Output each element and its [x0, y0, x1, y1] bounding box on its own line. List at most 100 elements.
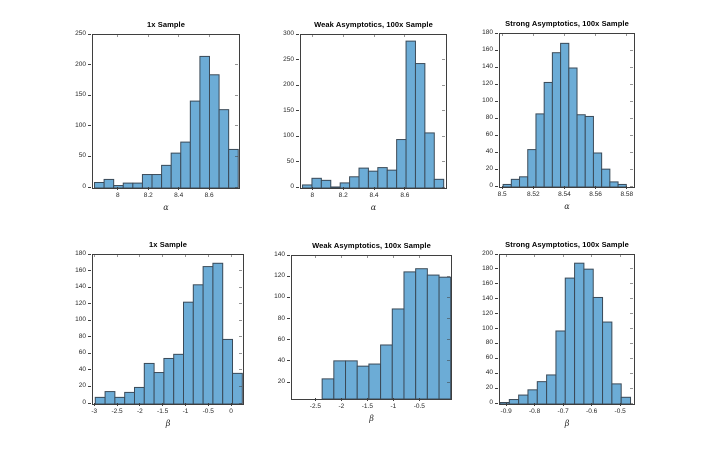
x-tick-mark	[116, 403, 118, 406]
x-tick-mark-top	[93, 254, 95, 257]
y-tick-label: 140	[482, 63, 493, 70]
histogram-bar	[405, 40, 416, 188]
y-tick-label: 100	[482, 324, 493, 332]
histogram-bar	[153, 372, 165, 404]
y-tick-mark-right	[630, 117, 633, 119]
histogram-bar	[519, 176, 529, 187]
x-tick-mark-top	[392, 255, 394, 258]
histogram-bar	[391, 308, 405, 399]
y-tick-label: 200	[75, 60, 86, 68]
histogram-bar	[592, 152, 603, 187]
x-tick-mark	[207, 403, 209, 406]
x-axis-label: β	[165, 419, 171, 428]
x-tick-mark-top	[501, 33, 503, 36]
histogram-bar	[617, 183, 627, 187]
y-tick-mark	[88, 253, 91, 255]
x-tick-mark-top	[626, 33, 628, 36]
x-tick-mark-top	[418, 255, 420, 258]
x-tick-mark	[366, 398, 368, 401]
x-tick-mark	[563, 186, 565, 189]
x-tick-mark	[314, 398, 316, 401]
histogram-bar	[368, 363, 382, 399]
x-tick-label: 8.6	[204, 192, 214, 199]
y-tick-mark	[495, 151, 498, 153]
y-tick-mark	[495, 117, 498, 119]
histogram-bar	[415, 268, 428, 399]
y-tick-mark	[495, 313, 498, 315]
histogram-bar	[163, 357, 175, 404]
x-tick-label: -0.5	[202, 408, 214, 415]
x-tick-mark-top	[404, 34, 406, 37]
y-tick-label: 80	[485, 114, 493, 121]
y-tick-label: 20	[277, 378, 285, 386]
x-tick-mark-top	[184, 254, 186, 257]
histogram-bar	[424, 132, 435, 188]
x-tick-mark	[392, 398, 394, 401]
x-tick-label: 8	[116, 192, 120, 199]
histogram-bar	[170, 152, 182, 188]
y-tick-mark-right	[630, 253, 633, 255]
histogram-bar	[536, 381, 548, 404]
y-tick-mark	[287, 296, 290, 298]
y-tick-mark-right	[630, 66, 633, 68]
y-tick-mark	[88, 186, 91, 188]
x-tick-mark	[342, 187, 344, 190]
y-tick-label: 120	[274, 272, 285, 280]
x-tick-label: 8.54	[558, 191, 571, 198]
x-tick-mark-top	[340, 255, 342, 258]
y-tick-mark-right	[630, 402, 633, 404]
y-tick-label: 20	[485, 165, 493, 172]
axes-box	[92, 254, 244, 405]
y-tick-mark	[495, 298, 498, 300]
x-tick-label: -2	[136, 408, 143, 415]
histogram-bar	[546, 374, 557, 404]
y-tick-label: 100	[283, 132, 294, 139]
y-tick-mark	[495, 83, 498, 85]
histogram-bar	[94, 396, 106, 404]
y-tick-label: 100	[75, 121, 86, 129]
y-tick-mark-right	[442, 33, 445, 35]
x-tick-mark-top	[505, 254, 507, 257]
y-tick-mark	[296, 135, 299, 137]
y-tick-mark-right	[630, 151, 633, 153]
histogram-bar	[510, 178, 521, 187]
plot-title: 1x Sample	[146, 20, 186, 29]
x-tick-mark	[591, 403, 593, 406]
y-tick-mark-right	[239, 286, 242, 288]
y-tick-label: 60	[277, 335, 285, 343]
x-tick-mark-top	[534, 254, 536, 257]
histogram-bar	[611, 383, 622, 404]
histogram-bar	[414, 63, 426, 188]
histogram-bar	[583, 268, 594, 404]
histogram-bar	[218, 109, 230, 188]
x-tick-label: 8.56	[589, 191, 602, 198]
y-tick-mark	[495, 402, 498, 404]
y-tick-label: 300	[283, 30, 294, 37]
y-tick-mark	[296, 186, 299, 188]
histogram-bar	[330, 186, 341, 188]
y-tick-mark	[287, 275, 290, 277]
x-tick-label: 8.4	[369, 192, 379, 199]
histogram-bar	[358, 167, 369, 188]
y-tick-mark-right	[630, 387, 633, 389]
x-tick-mark	[626, 186, 628, 189]
histogram-bar	[192, 284, 204, 404]
histogram-bar	[141, 174, 153, 188]
y-tick-label: 120	[482, 309, 493, 317]
x-tick-label: -0.5	[413, 403, 425, 410]
axes-box	[291, 255, 452, 400]
y-tick-label: 160	[75, 266, 86, 274]
y-tick-mark-right	[630, 32, 633, 34]
subplot-beta-weak-asymptotics: Weak Asymptotics, 100x Sample β 20 40 60 80…	[274, 241, 452, 423]
histogram-bars	[302, 40, 445, 188]
y-tick-label: 250	[75, 30, 86, 37]
y-tick-mark	[88, 286, 91, 288]
y-tick-mark	[495, 328, 498, 329]
y-tick-mark	[495, 253, 498, 255]
y-tick-mark-right	[235, 186, 238, 188]
y-tick-label: 160	[482, 46, 493, 53]
histogram-bars	[502, 42, 627, 187]
y-tick-label: 140	[482, 294, 493, 302]
histogram-bar	[94, 181, 105, 188]
x-tick-mark-top	[208, 34, 210, 37]
